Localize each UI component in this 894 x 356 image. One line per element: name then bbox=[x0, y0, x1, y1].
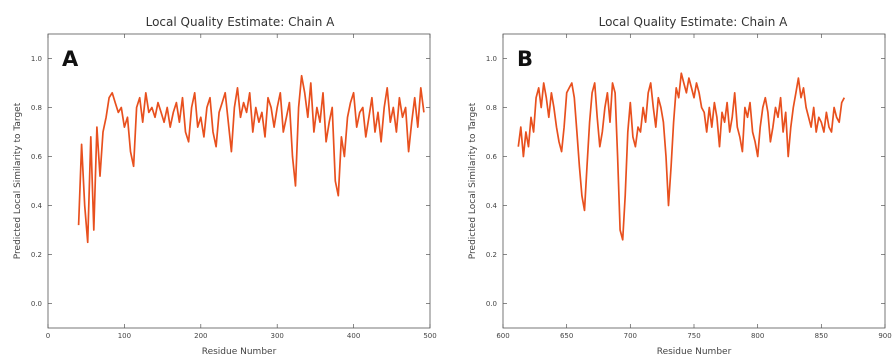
chart-title: Local Quality Estimate: Chain A bbox=[146, 15, 336, 29]
x-tick-label: 0 bbox=[46, 332, 50, 340]
x-tick-label: 650 bbox=[560, 332, 573, 340]
x-axis-ticks: 0 100 200 300 400 500 bbox=[46, 34, 437, 340]
quality-line-series bbox=[77, 74, 425, 244]
y-axis-ticks: 0.0 0.2 0.4 0.6 0.8 1.0 bbox=[31, 55, 430, 308]
plot-frame bbox=[502, 33, 886, 329]
y-tick-label: 0.4 bbox=[31, 202, 43, 210]
x-tick-label: 400 bbox=[347, 332, 360, 340]
x-tick-label: 200 bbox=[194, 332, 207, 340]
y-tick-label: 0.2 bbox=[486, 251, 497, 259]
x-axis-ticks: 600 650 700 750 800 850 900 bbox=[496, 34, 892, 340]
plot-frame bbox=[47, 33, 431, 329]
panel-b: Local Quality Estimate: Chain A B 600 650… bbox=[468, 15, 892, 356]
x-tick-label: 500 bbox=[423, 332, 436, 340]
quality-line-series bbox=[517, 72, 846, 241]
x-tick-label: 300 bbox=[271, 332, 284, 340]
y-axis-label: Predicted Local Similarity to Target bbox=[468, 102, 478, 259]
x-tick-label: 850 bbox=[815, 332, 828, 340]
y-tick-label: 0.8 bbox=[31, 104, 42, 112]
panel-label: B bbox=[517, 47, 533, 71]
x-tick-label: 900 bbox=[878, 332, 891, 340]
x-tick-label: 700 bbox=[624, 332, 637, 340]
y-tick-label: 0.2 bbox=[31, 251, 42, 259]
y-tick-label: 0.6 bbox=[31, 153, 43, 161]
x-tick-label: 800 bbox=[751, 332, 764, 340]
y-axis-ticks: 0.0 0.2 0.4 0.6 0.8 1.0 bbox=[486, 55, 885, 308]
x-axis-label: Residue Number bbox=[657, 347, 732, 356]
y-tick-label: 1.0 bbox=[31, 55, 42, 63]
x-axis-label: Residue Number bbox=[202, 347, 277, 356]
y-tick-label: 1.0 bbox=[486, 55, 497, 63]
y-axis-label: Predicted Local Similarity to Target bbox=[13, 102, 23, 259]
panel-label: A bbox=[62, 47, 79, 71]
y-tick-label: 0.0 bbox=[31, 300, 42, 308]
y-tick-label: 0.6 bbox=[486, 153, 498, 161]
y-tick-label: 0.8 bbox=[486, 104, 497, 112]
y-tick-label: 0.4 bbox=[486, 202, 498, 210]
x-tick-label: 600 bbox=[496, 332, 509, 340]
x-tick-label: 100 bbox=[118, 332, 131, 340]
y-tick-label: 0.0 bbox=[486, 300, 497, 308]
x-tick-label: 750 bbox=[687, 332, 700, 340]
panel-a: Local Quality Estimate: Chain A A 0 100 20… bbox=[13, 15, 437, 356]
chart-title: Local Quality Estimate: Chain A bbox=[599, 15, 789, 29]
